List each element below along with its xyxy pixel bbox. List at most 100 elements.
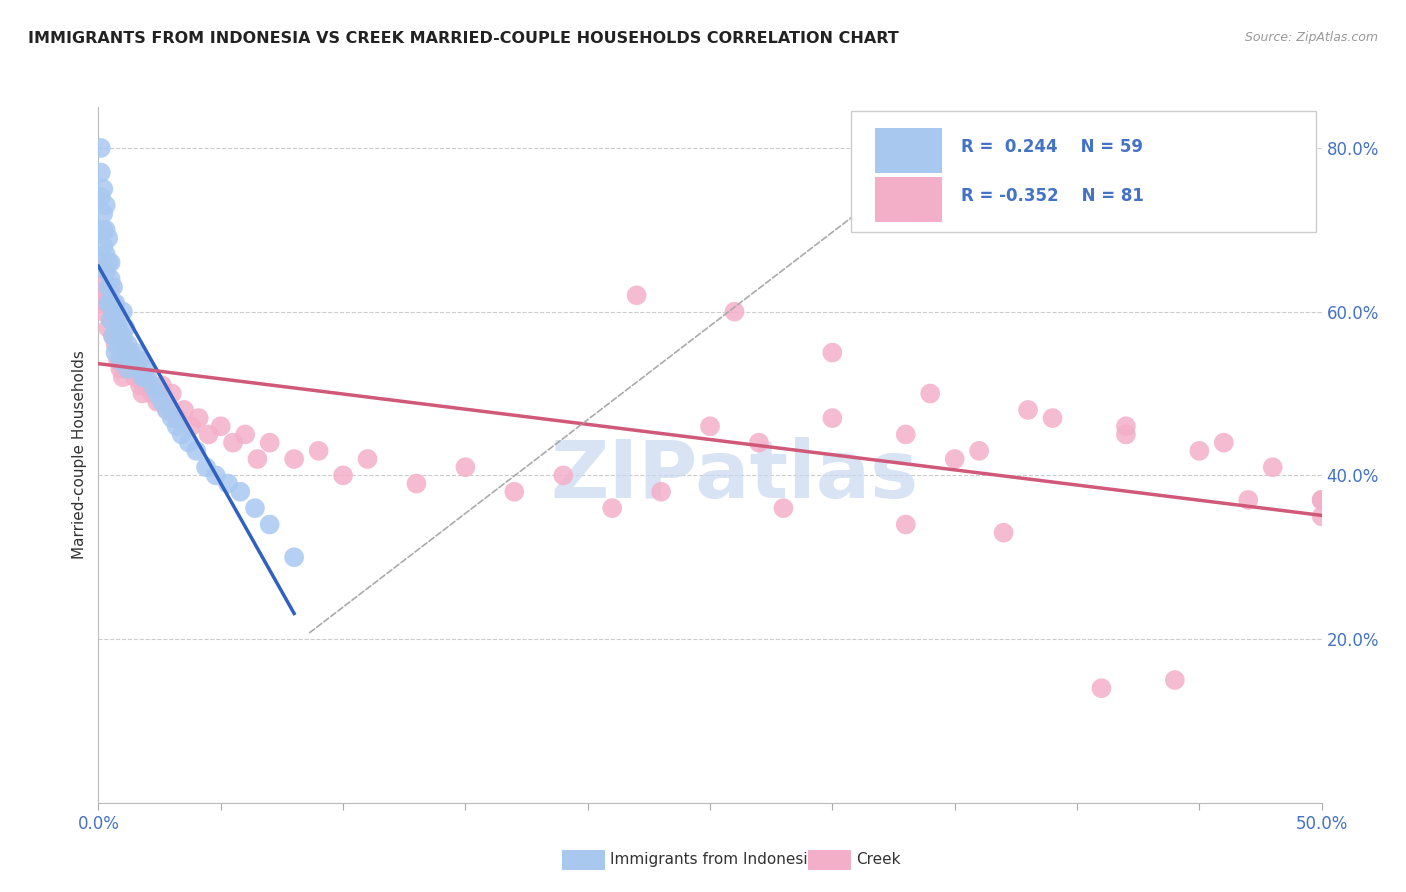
Point — [308, 443, 330, 458]
Point — [141, 378, 163, 392]
Point — [180, 419, 202, 434]
Point — [101, 280, 124, 294]
Point — [723, 304, 745, 318]
Point — [104, 304, 127, 318]
Point — [97, 296, 120, 310]
Y-axis label: Married-couple Households: Married-couple Households — [72, 351, 87, 559]
Point — [209, 419, 232, 434]
Point — [117, 362, 139, 376]
Point — [97, 321, 120, 335]
Point — [405, 476, 427, 491]
Point — [1090, 681, 1112, 696]
Point — [1261, 460, 1284, 475]
Point — [1310, 509, 1333, 524]
Point — [920, 386, 942, 401]
Point — [94, 264, 117, 278]
Point — [356, 452, 378, 467]
Point — [600, 501, 623, 516]
Point — [894, 517, 917, 532]
Point — [160, 411, 183, 425]
Point — [94, 247, 117, 261]
Point — [90, 190, 112, 204]
Point — [1017, 403, 1039, 417]
Point — [90, 165, 112, 179]
Point — [90, 141, 112, 155]
Point — [97, 288, 120, 302]
Point — [943, 452, 966, 467]
Point — [229, 484, 252, 499]
Point — [100, 296, 122, 310]
Point — [104, 337, 127, 351]
Point — [131, 370, 153, 384]
Point — [94, 296, 117, 310]
Point — [114, 353, 136, 368]
Point — [170, 427, 193, 442]
Point — [217, 476, 239, 491]
Point — [748, 435, 770, 450]
Point — [1188, 443, 1211, 458]
Point — [650, 484, 672, 499]
Point — [100, 313, 122, 327]
Point — [197, 427, 219, 442]
Point — [186, 443, 208, 458]
Point — [772, 501, 794, 516]
Text: R =  0.244    N = 59: R = 0.244 N = 59 — [960, 138, 1143, 156]
Point — [967, 443, 990, 458]
Point — [243, 501, 266, 516]
Point — [205, 468, 228, 483]
Point — [107, 321, 129, 335]
Point — [1237, 492, 1260, 507]
Point — [97, 280, 120, 294]
Point — [134, 362, 156, 376]
Point — [121, 353, 143, 368]
Point — [699, 419, 721, 434]
Point — [553, 468, 575, 483]
Point — [127, 353, 149, 368]
Text: Creek: Creek — [856, 853, 901, 867]
Point — [94, 264, 117, 278]
Point — [187, 411, 209, 425]
Point — [91, 206, 114, 220]
Point — [90, 255, 112, 269]
Point — [104, 321, 127, 335]
Point — [124, 370, 146, 384]
Point — [91, 272, 114, 286]
Point — [129, 353, 152, 368]
Point — [1164, 673, 1187, 687]
Point — [90, 288, 112, 302]
Point — [110, 329, 132, 343]
Point — [259, 517, 281, 532]
Point — [259, 435, 281, 450]
Point — [97, 231, 120, 245]
Point — [107, 353, 129, 368]
Point — [166, 411, 188, 425]
Point — [91, 223, 114, 237]
Point — [117, 337, 139, 351]
Point — [94, 223, 117, 237]
Bar — [875, 177, 942, 222]
Point — [101, 329, 124, 343]
Point — [107, 321, 129, 335]
Point — [110, 362, 132, 376]
Point — [131, 386, 153, 401]
Point — [121, 362, 143, 376]
Point — [91, 304, 114, 318]
Point — [283, 550, 305, 565]
Point — [101, 329, 124, 343]
Point — [1042, 411, 1064, 425]
Text: ZIPatlas: ZIPatlas — [550, 437, 918, 515]
Point — [177, 435, 200, 450]
Point — [101, 304, 124, 318]
Point — [117, 362, 139, 376]
Point — [1310, 492, 1333, 507]
Point — [160, 386, 183, 401]
Point — [150, 378, 173, 392]
Point — [120, 345, 142, 359]
Point — [136, 378, 159, 392]
Point — [100, 280, 122, 294]
Point — [129, 378, 152, 392]
Point — [111, 337, 134, 351]
Point — [1115, 419, 1137, 434]
Point — [332, 468, 354, 483]
Point — [101, 296, 124, 310]
